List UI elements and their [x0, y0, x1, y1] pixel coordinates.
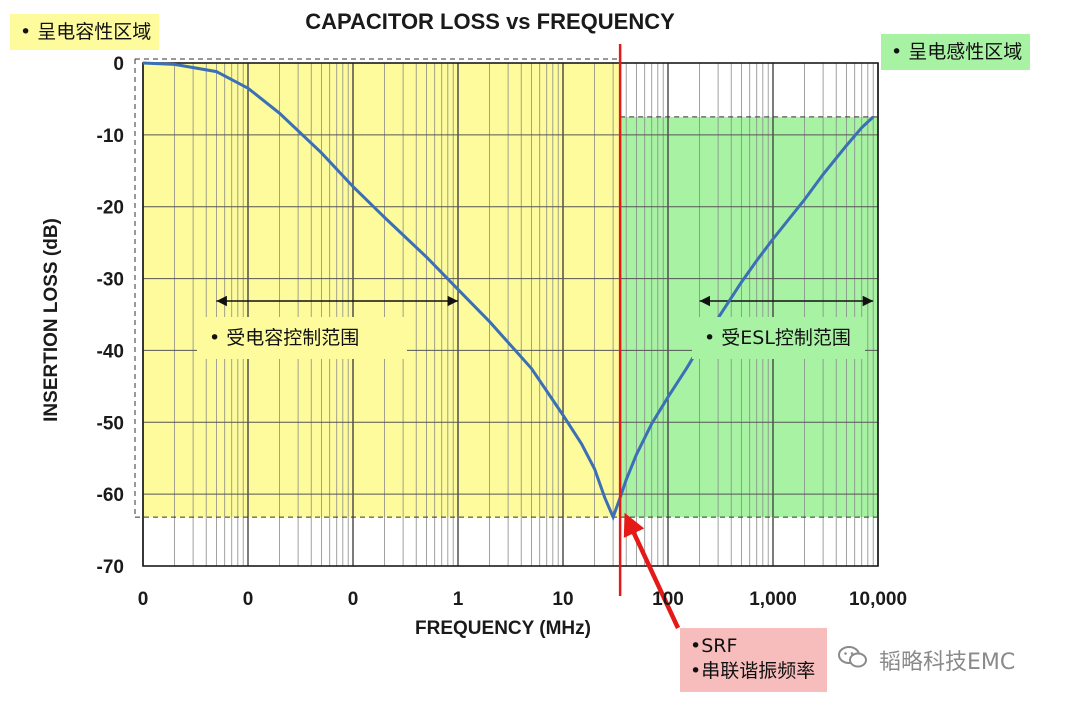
- plot-frame: [142, 62, 879, 567]
- bullet: •: [209, 327, 221, 349]
- capacitance-controlled-text: 受电容控制范围: [226, 327, 360, 349]
- capacitive-region-text: 呈电容性区域: [37, 21, 152, 43]
- wechat-icon: [838, 645, 868, 675]
- chart-title: CAPACITOR LOSS vs FREQUENCY: [305, 9, 675, 34]
- esl-controlled-text: 受ESL控制范围: [721, 327, 851, 349]
- region-boundaries: [134, 58, 878, 518]
- x-axis-label: FREQUENCY (MHz): [415, 618, 591, 639]
- y-tick-label: -10: [97, 126, 124, 147]
- y-tick-label: -70: [97, 557, 124, 578]
- x-tick-label: 100: [652, 589, 684, 610]
- y-tick-labels: 0 -10 -20 -30 -40 -50 -60 -70: [97, 54, 124, 578]
- bullet: •: [891, 41, 903, 63]
- insertion-loss-curve: [142, 61, 875, 522]
- y-tick-label: -60: [97, 485, 124, 506]
- x-tick-label: 0: [348, 589, 359, 610]
- y-axis-label: INSERTION LOSS (dB): [41, 218, 62, 422]
- regions: [143, 63, 878, 518]
- inductive-region-text: 呈电感性区域: [908, 41, 1023, 63]
- watermark: 韬略科技EMC: [838, 644, 1015, 676]
- watermark-text: 韬略科技EMC: [879, 650, 1016, 675]
- srf-marker: [618, 44, 681, 629]
- capacitive-region: [143, 63, 621, 518]
- x-tick-label: 10: [552, 589, 573, 610]
- y-tick-label: 0: [113, 54, 124, 75]
- y-tick-label: -50: [97, 413, 124, 434]
- x-tick-label: 0: [243, 589, 254, 610]
- x-tick-label: 10,000: [849, 589, 907, 610]
- y-tick-label: -40: [97, 341, 124, 362]
- srf-pointer-arrow: [623, 512, 681, 629]
- esl-controlled-label: • 受ESL控制范围: [692, 317, 865, 359]
- x-tick-label: 1,000: [749, 589, 797, 610]
- bullet: •: [20, 21, 32, 43]
- srf-callout-line-1: •SRF: [690, 635, 738, 657]
- x-tick-label: 0: [138, 589, 149, 610]
- x-tick-labels: 0 0 0 1 10 100 1,000 10,000: [138, 589, 907, 610]
- inductive-region-label: • 呈电感性区域: [881, 34, 1031, 70]
- bullet: •: [704, 327, 716, 349]
- capacitance-controlled-label: • 受电容控制范围: [197, 317, 408, 359]
- x-tick-label: 1: [453, 589, 464, 610]
- srf-callout: •SRF •串联谐振频率: [680, 628, 828, 692]
- y-tick-label: -30: [97, 270, 124, 291]
- srf-callout-line-2: •串联谐振频率: [690, 660, 816, 682]
- capacitive-region-label: • 呈电容性区域: [10, 14, 160, 50]
- y-tick-label: -20: [97, 198, 124, 219]
